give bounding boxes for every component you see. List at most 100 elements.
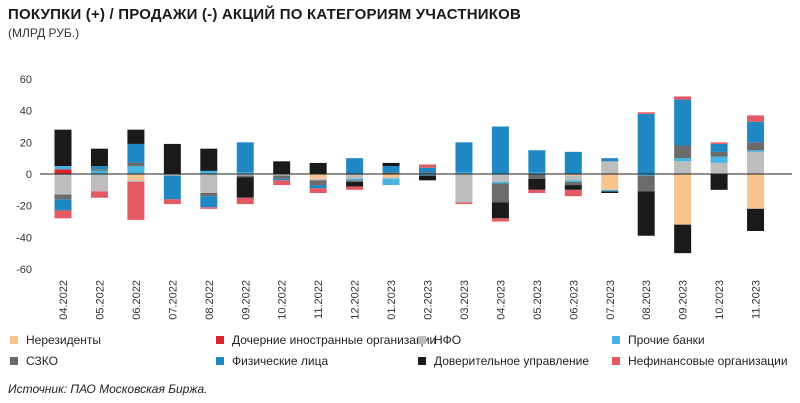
bar-segment <box>419 164 436 168</box>
bar-segment <box>200 207 218 209</box>
legend-label: Нерезиденты <box>26 333 102 347</box>
chart-title: ПОКУПКИ (+) / ПРОДАЖИ (-) АКЦИЙ ПО КАТЕГ… <box>8 6 522 23</box>
legend-item: Нерезиденты <box>10 333 101 347</box>
bar-segment <box>382 172 400 174</box>
y-tick-label: 20 <box>20 137 32 149</box>
bar-segment <box>54 194 72 200</box>
bar-segment <box>601 174 619 190</box>
bar-segment <box>419 175 436 181</box>
bar-segment <box>564 189 582 197</box>
y-tick-label: -40 <box>16 232 32 244</box>
bar-segment <box>236 172 254 174</box>
legend-label: Нефинансовые организации <box>628 354 788 368</box>
x-tick-label: 03.2023 <box>459 280 471 320</box>
bar-segment <box>54 166 72 170</box>
legend-swatch <box>612 357 620 365</box>
bar-segment <box>601 158 619 162</box>
bar-segment <box>564 181 582 186</box>
bar-segment <box>419 172 436 174</box>
bar-segment <box>747 142 765 151</box>
bar-segment <box>491 126 509 174</box>
legend-item: Доверительное управление <box>418 354 589 368</box>
bar-segment <box>674 96 692 100</box>
legend-swatch <box>216 357 224 365</box>
bar-segment <box>346 180 364 182</box>
bar-segment <box>564 174 582 176</box>
bar-segment <box>491 218 509 222</box>
bar-segment <box>637 175 655 192</box>
bar-segment <box>200 193 218 197</box>
legend-label: Прочие банки <box>628 333 705 347</box>
legend-item: Дочерние иностранные организации <box>216 333 436 347</box>
x-tick-label: 08.2022 <box>204 280 216 320</box>
bar-segment <box>90 191 108 198</box>
bar-segment <box>309 174 327 179</box>
bar-segment <box>674 224 692 254</box>
x-tick-label: 01.2023 <box>386 280 398 320</box>
bar-segment <box>491 183 509 203</box>
bar-segment <box>564 185 582 190</box>
chart-subtitle: (МЛРД РУБ.) <box>8 26 80 40</box>
bar-segment <box>491 174 509 182</box>
legend-label: Доверительное управление <box>434 354 590 368</box>
bar-segment <box>747 150 765 152</box>
bar-segment <box>674 174 692 225</box>
bar-segment <box>236 175 254 178</box>
bar-segment <box>163 174 181 176</box>
bar-segment <box>564 151 582 174</box>
y-tick-label: -60 <box>16 264 32 276</box>
bar-segment <box>273 161 291 174</box>
bar-segment <box>637 113 655 174</box>
legend-swatch <box>418 357 426 365</box>
y-tick-label: -20 <box>16 201 32 213</box>
bar-segment <box>346 181 364 187</box>
bar-segment <box>491 181 509 184</box>
bar-segment <box>200 170 218 174</box>
bar-segment <box>601 189 619 192</box>
bar-segment <box>637 112 655 114</box>
x-tick-label: 02.2023 <box>423 280 435 320</box>
x-tick-label: 09.2022 <box>240 280 252 320</box>
bar-segment <box>382 166 400 173</box>
bar-segment <box>382 162 400 167</box>
x-tick-label: 08.2023 <box>641 280 653 320</box>
bar-segment <box>236 142 254 173</box>
legend-label: НФО <box>434 333 462 347</box>
bar-segment <box>90 170 108 174</box>
bar-segment <box>674 99 692 146</box>
bar-segment <box>90 174 108 192</box>
bar-segment <box>163 199 181 205</box>
x-tick-label: 07.2023 <box>605 280 617 320</box>
source-note: Источник: ПАО Московская Биржа. <box>8 382 208 396</box>
bar-segment <box>273 180 291 186</box>
legend-item: Физические лица <box>216 354 328 368</box>
bar-segment <box>54 199 72 211</box>
bar-segment <box>564 180 582 182</box>
x-tick-label: 04.2023 <box>495 280 507 320</box>
bar-segment <box>601 191 619 193</box>
bar-segment <box>710 162 728 174</box>
bar-segment <box>236 177 254 198</box>
bar-segment <box>127 180 145 182</box>
bar-segment <box>710 174 728 190</box>
bar-segment <box>200 174 218 193</box>
bar-segment <box>200 196 218 208</box>
bar-segment <box>127 166 145 174</box>
bar-segment <box>54 210 72 219</box>
bar-segment <box>309 180 327 186</box>
bar-segment <box>346 158 364 174</box>
legend-swatch <box>10 357 18 365</box>
bar-segment <box>163 175 181 200</box>
x-tick-label: 09.2023 <box>678 280 690 320</box>
bar-segment <box>455 202 473 205</box>
bar-segment <box>236 174 254 176</box>
y-tick-label: 40 <box>20 106 32 118</box>
bar-segment <box>747 115 765 122</box>
legend-label: СЗКО <box>26 354 58 368</box>
bar-segment <box>747 151 765 174</box>
x-tick-label: 10.2022 <box>277 280 289 320</box>
x-tick-label: 04.2022 <box>58 280 70 320</box>
bar-segment <box>309 185 327 189</box>
bar-segment <box>455 172 473 174</box>
x-tick-label: 06.2022 <box>131 280 143 320</box>
